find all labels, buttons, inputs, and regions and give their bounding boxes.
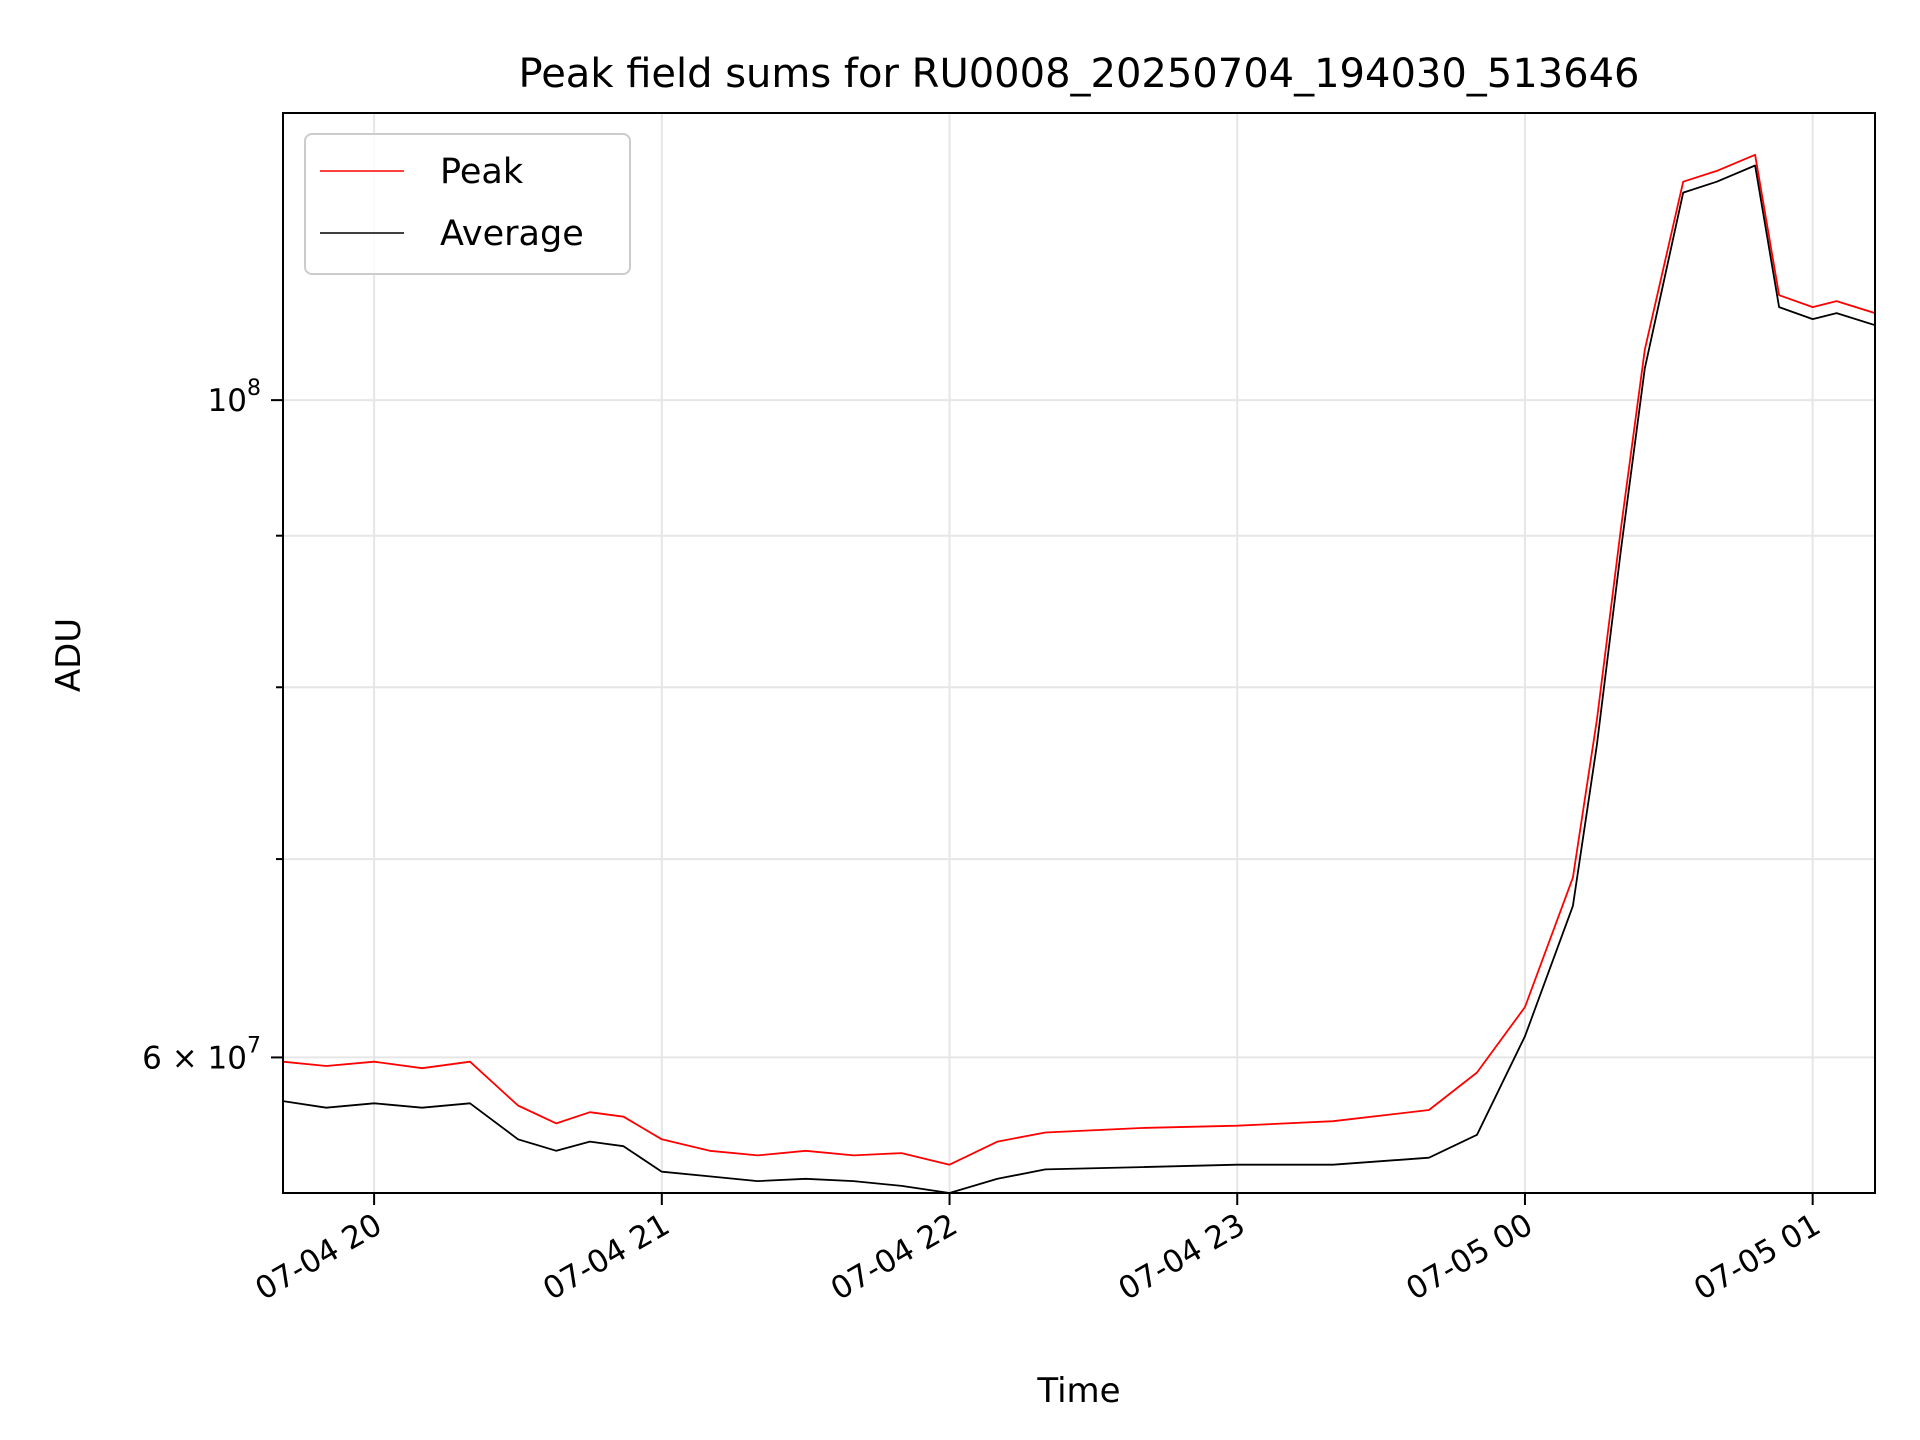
y-tick-label: 6 × 107 (142, 1033, 261, 1076)
legend-label-peak: Peak (440, 152, 524, 192)
plot-frame (282, 112, 1876, 1194)
y-tick-label: 108 (208, 376, 261, 419)
chart-title: Peak field sums for RU0008_20250704_1940… (519, 51, 1640, 97)
series-line-average (283, 164, 1875, 1193)
grid (283, 113, 1875, 1193)
legend-label-average: Average (440, 214, 584, 254)
legend-frame (304, 133, 631, 275)
series-line-peak (283, 153, 1875, 1166)
y-axis-label: ADU (49, 618, 89, 692)
y-axis: 6 × 107 108 (142, 376, 283, 1076)
series-group (283, 153, 1875, 1193)
legend: Peak Average (304, 133, 631, 275)
x-axis-label: Time (1036, 1371, 1120, 1411)
